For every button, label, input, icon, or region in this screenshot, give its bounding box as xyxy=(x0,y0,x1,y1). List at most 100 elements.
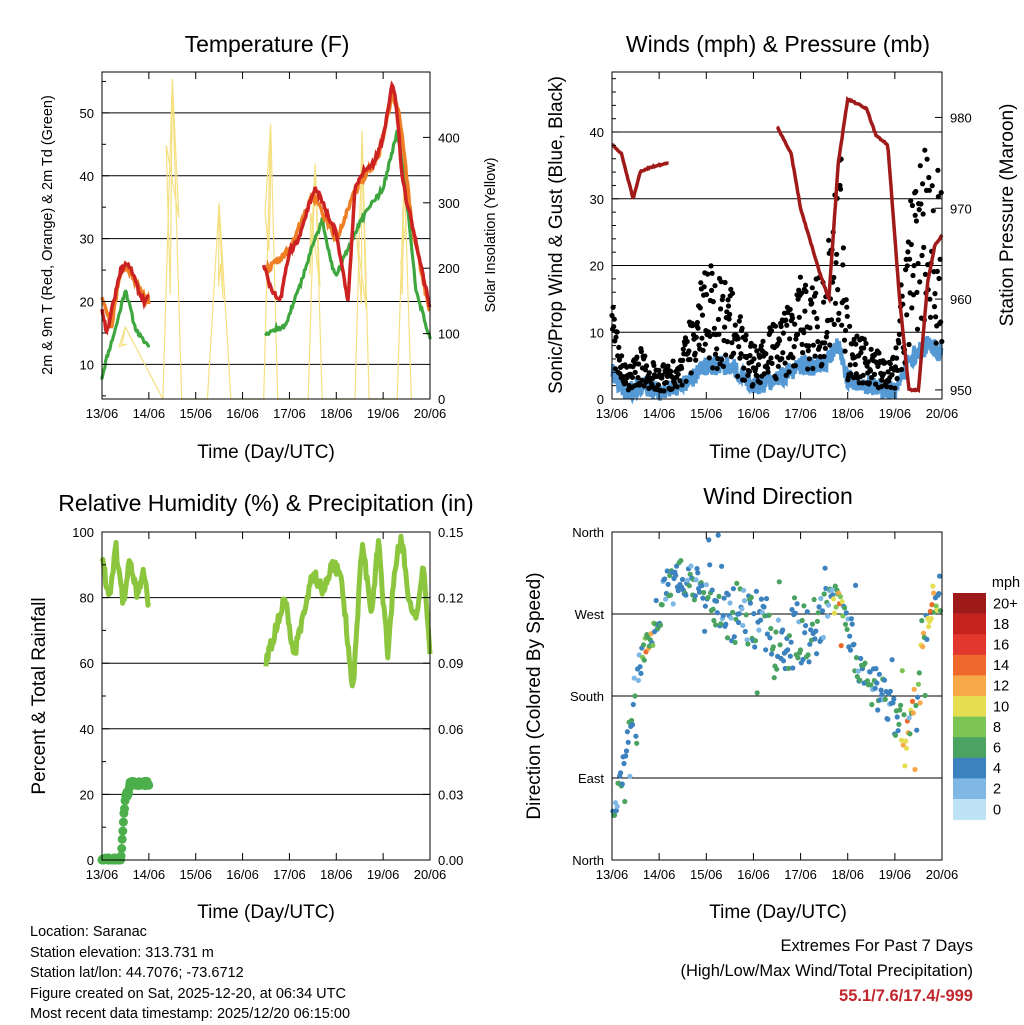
direction-x-tick-label: 19/06 xyxy=(879,867,912,882)
gust-point xyxy=(742,337,749,343)
winds-title: Winds (mph) & Pressure (mb) xyxy=(626,31,930,57)
direction-point xyxy=(902,763,908,769)
direction-x-tick-label: 13/06 xyxy=(596,867,629,882)
gust-point xyxy=(832,300,839,306)
direction-x-tick-label: 14/06 xyxy=(643,867,676,882)
direction-point xyxy=(928,616,934,622)
humidity-y-tick-label: 20 xyxy=(80,787,94,802)
gust-point xyxy=(812,353,818,359)
gust-point xyxy=(663,379,669,386)
direction-point xyxy=(842,605,848,611)
direction-point xyxy=(791,595,798,601)
gust-point xyxy=(847,362,853,368)
legend-label: 16 xyxy=(993,638,1009,654)
winds-left-axis-label: Sonic/Prop Wind & Gust (Blue, Black) xyxy=(546,76,567,394)
direction-point xyxy=(771,675,777,681)
gust-point xyxy=(933,314,939,320)
gust-point xyxy=(693,357,699,363)
legend-swatch xyxy=(953,654,986,676)
gust-point xyxy=(797,274,804,280)
gust-point xyxy=(858,350,864,356)
gust-point xyxy=(922,147,928,153)
direction-point xyxy=(806,659,812,665)
direction-point xyxy=(892,732,899,738)
gust-point xyxy=(690,321,696,327)
direction-point xyxy=(625,739,631,745)
direction-point xyxy=(896,721,902,728)
direction-point xyxy=(920,644,926,650)
station-pressure-line xyxy=(775,96,944,394)
gust-point xyxy=(725,297,731,303)
direction-point xyxy=(786,633,793,639)
direction-point xyxy=(665,581,671,588)
gust-point xyxy=(714,365,720,372)
gust-point xyxy=(739,325,745,331)
gust-point xyxy=(782,360,788,366)
direction-point xyxy=(788,639,794,645)
direction-point xyxy=(763,647,769,653)
gust-point xyxy=(799,341,805,347)
direction-point xyxy=(901,712,907,718)
direction-point xyxy=(638,670,644,677)
winds-x-tick-label: 19/06 xyxy=(879,406,912,421)
legend-label: 12 xyxy=(993,679,1009,695)
temperature-x-tick-label: 13/06 xyxy=(86,406,119,421)
direction-point xyxy=(633,733,639,739)
gust-point xyxy=(716,331,722,337)
direction-point xyxy=(832,583,838,589)
gust-point xyxy=(821,353,827,360)
direction-point xyxy=(751,611,757,617)
gust-point xyxy=(813,290,819,296)
gust-point xyxy=(660,362,667,368)
gust-point xyxy=(853,341,859,347)
gust-point xyxy=(752,343,758,349)
direction-point xyxy=(741,587,747,593)
direction-x-tick-label: 18/06 xyxy=(831,867,864,882)
direction-point xyxy=(903,745,910,751)
gust-point xyxy=(726,316,732,322)
gust-point xyxy=(779,356,785,362)
gust-point xyxy=(927,314,934,320)
direction-point xyxy=(837,594,844,600)
direction-point xyxy=(769,651,775,657)
winds-x-tick-label: 15/06 xyxy=(690,406,723,421)
legend-label: 14 xyxy=(993,658,1009,674)
gust-point xyxy=(821,299,827,305)
direction-point xyxy=(915,694,921,700)
gust-point xyxy=(737,314,744,320)
direction-point xyxy=(740,622,746,629)
direction-point xyxy=(792,610,799,616)
direction-point xyxy=(721,595,727,601)
winds-y-tick-label: 10 xyxy=(590,325,604,340)
gust-point xyxy=(893,345,899,351)
winds-x-tick-label: 16/06 xyxy=(737,406,770,421)
gust-point xyxy=(888,384,894,390)
gust-point xyxy=(619,353,625,359)
temperature-x-tick-label: 18/06 xyxy=(320,406,353,421)
temperature-y2-tick-label: 400 xyxy=(438,130,460,145)
direction-point xyxy=(694,566,700,572)
gust-point xyxy=(921,244,927,250)
gust-point xyxy=(661,388,667,394)
direction-point xyxy=(701,589,707,596)
gust-point xyxy=(728,286,734,292)
gust-point xyxy=(708,263,714,269)
gust-point xyxy=(937,256,943,262)
gust-point xyxy=(778,323,784,330)
legend-swatch xyxy=(953,799,986,820)
humidity-x-axis-label: Time (Day/UTC) xyxy=(197,902,335,923)
gust-point xyxy=(714,346,720,352)
winds-right-axis-label: Station Pressure (Maroon) xyxy=(997,104,1018,327)
gust-point xyxy=(768,328,775,334)
gust-point xyxy=(848,371,854,377)
gust-point xyxy=(780,350,786,356)
gust-point xyxy=(680,357,686,363)
gust-point xyxy=(729,290,736,296)
gust-point xyxy=(696,342,702,348)
direction-x-tick-label: 17/06 xyxy=(784,867,817,882)
legend-label: 0 xyxy=(993,802,1001,818)
dewpoint-line xyxy=(100,287,151,380)
gust-point xyxy=(909,202,916,209)
gust-point xyxy=(613,334,619,340)
direction-point xyxy=(795,655,801,661)
